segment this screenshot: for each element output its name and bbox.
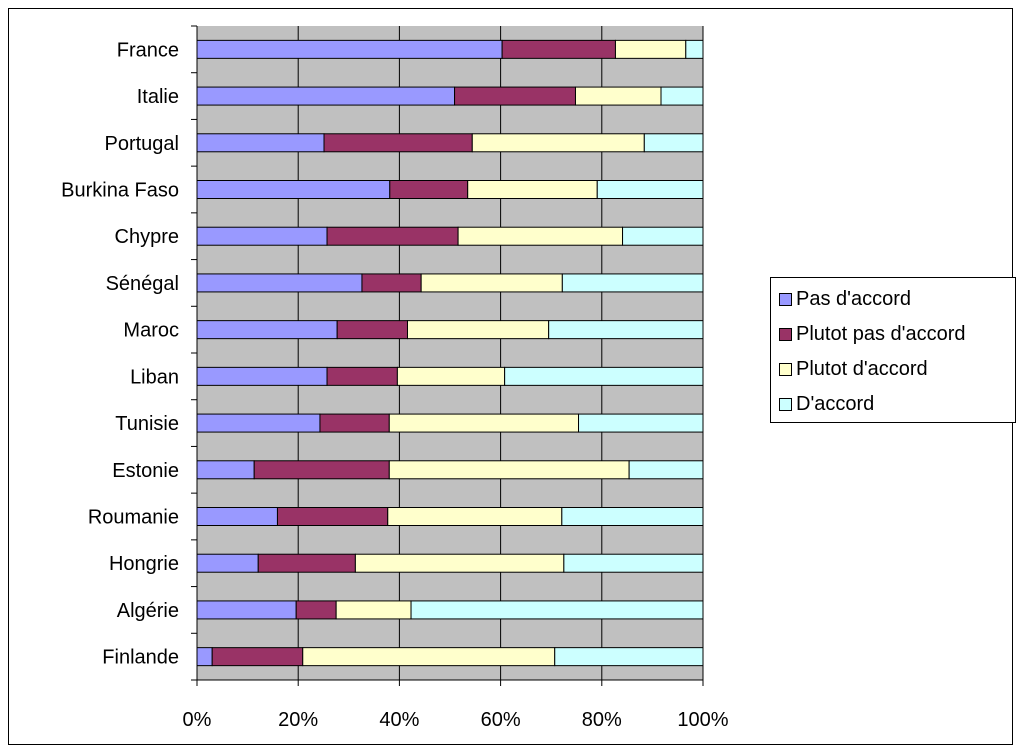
bar-tunisie-plutot-pas-d-accord xyxy=(319,413,390,433)
bar-tunisie-d-accord xyxy=(578,413,704,433)
bar-finlande-plutot-pas-d-accord xyxy=(211,647,304,667)
legend-label-daccord: D'accord xyxy=(796,392,875,415)
bar-algerie-plutot-pas-d-accord xyxy=(295,600,337,620)
bar-chypre-plutot-pas-d-accord xyxy=(326,226,459,246)
bar-portugal-pas-d-accord xyxy=(196,133,325,153)
bar-estonie-plutot-d-accord xyxy=(388,460,630,480)
bar-portugal-plutot-pas-d-accord xyxy=(323,133,473,153)
bar-portugal-d-accord xyxy=(643,133,704,153)
category-label-senegal: Sénégal xyxy=(106,273,179,295)
bar-burkina-faso-plutot-d-accord xyxy=(467,180,598,199)
bar-algerie-d-accord xyxy=(410,600,704,620)
bar-chypre-plutot-d-accord xyxy=(457,226,624,246)
bar-senegal-pas-d-accord xyxy=(196,273,363,293)
bar-liban-plutot-d-accord xyxy=(396,366,506,386)
bar-france-plutot-d-accord xyxy=(614,39,687,59)
x-tick-label-5: 100% xyxy=(677,709,728,731)
category-label-liban: Liban xyxy=(130,366,179,388)
x-tick-label-1: 20% xyxy=(278,709,318,731)
bar-maroc-plutot-pas-d-accord xyxy=(336,320,408,340)
bar-hongrie-d-accord xyxy=(563,553,704,573)
category-label-maroc: Maroc xyxy=(123,320,179,342)
bar-algerie-plutot-d-accord xyxy=(335,600,412,620)
category-label-roumanie: Roumanie xyxy=(88,507,179,529)
bar-italie-pas-d-accord xyxy=(196,86,456,106)
bar-italie-plutot-pas-d-accord xyxy=(454,86,576,106)
bar-hongrie-pas-d-accord xyxy=(196,553,259,573)
bar-france-plutot-pas-d-accord xyxy=(501,39,616,59)
category-label-chypre: Chypre xyxy=(115,226,179,248)
category-label-france: France xyxy=(117,39,179,61)
bar-senegal-d-accord xyxy=(561,273,704,293)
x-tick-label-3: 60% xyxy=(481,709,521,731)
category-label-tunisie: Tunisie xyxy=(115,413,179,435)
bar-italie-plutot-d-accord xyxy=(574,86,662,106)
legend-item-daccord: D'accord xyxy=(779,389,874,419)
legend-label-plutot-pas-daccord: Plutot pas d'accord xyxy=(796,322,966,345)
bar-estonie-plutot-pas-d-accord xyxy=(253,460,390,480)
bar-maroc-plutot-d-accord xyxy=(406,320,550,340)
bar-burkina-faso-d-accord xyxy=(596,180,704,199)
x-tick-label-0: 0% xyxy=(183,709,212,731)
bar-france-pas-d-accord xyxy=(196,39,503,59)
bar-estonie-d-accord xyxy=(628,460,704,480)
legend-swatch-plutot-daccord xyxy=(779,362,792,376)
plot-area xyxy=(197,26,703,680)
category-label-italie: Italie xyxy=(137,86,179,108)
legend-item-plutot-daccord: Plutot d'accord xyxy=(779,354,928,384)
category-label-finlande: Finlande xyxy=(102,647,179,669)
category-label-portugal: Portugal xyxy=(105,133,180,155)
bar-chypre-pas-d-accord xyxy=(196,226,328,246)
legend-swatch-pas-daccord xyxy=(779,292,792,306)
category-label-algerie: Algérie xyxy=(117,600,179,622)
bar-italie-d-accord xyxy=(660,86,704,106)
bar-chypre-d-accord xyxy=(622,226,704,246)
x-tick-label-2: 40% xyxy=(379,709,419,731)
category-label-burkina-faso: Burkina Faso xyxy=(61,180,179,202)
legend-label-plutot-daccord: Plutot d'accord xyxy=(796,357,928,380)
bar-roumanie-pas-d-accord xyxy=(196,507,278,526)
category-label-estonie: Estonie xyxy=(112,460,179,482)
bar-burkina-faso-plutot-pas-d-accord xyxy=(389,180,469,199)
bar-liban-d-accord xyxy=(504,366,704,386)
legend-item-pas-daccord: Pas d'accord xyxy=(779,284,911,314)
bar-senegal-plutot-pas-d-accord xyxy=(361,273,422,293)
legend: Pas d'accord Plutot pas d'accord Plutot … xyxy=(770,277,1016,423)
bar-burkina-faso-pas-d-accord xyxy=(196,180,391,199)
legend-swatch-plutot-pas-daccord xyxy=(779,327,792,341)
bar-tunisie-plutot-d-accord xyxy=(388,413,580,433)
bar-senegal-plutot-d-accord xyxy=(420,273,563,293)
x-tick-label-4: 80% xyxy=(582,709,622,731)
bar-algerie-pas-d-accord xyxy=(196,600,297,620)
bar-hongrie-plutot-d-accord xyxy=(354,553,565,573)
legend-item-plutot-pas-daccord: Plutot pas d'accord xyxy=(779,319,965,349)
bar-roumanie-plutot-d-accord xyxy=(387,507,563,526)
legend-label-pas-daccord: Pas d'accord xyxy=(796,287,911,310)
bar-portugal-plutot-d-accord xyxy=(471,133,645,153)
bar-maroc-pas-d-accord xyxy=(196,320,338,340)
bar-roumanie-d-accord xyxy=(561,507,704,526)
category-label-hongrie: Hongrie xyxy=(109,553,179,575)
bar-finlande-pas-d-accord xyxy=(196,647,213,667)
bar-liban-pas-d-accord xyxy=(196,366,328,386)
bar-finlande-plutot-d-accord xyxy=(302,647,556,667)
bar-maroc-d-accord xyxy=(548,320,704,340)
legend-swatch-daccord xyxy=(779,397,792,411)
bar-finlande-d-accord xyxy=(554,647,704,667)
bar-france-d-accord xyxy=(685,39,704,59)
bar-roumanie-plutot-pas-d-accord xyxy=(276,507,389,526)
bar-liban-plutot-pas-d-accord xyxy=(326,366,398,386)
bar-hongrie-plutot-pas-d-accord xyxy=(257,553,356,573)
bar-tunisie-pas-d-accord xyxy=(196,413,321,433)
bar-estonie-pas-d-accord xyxy=(196,460,255,480)
